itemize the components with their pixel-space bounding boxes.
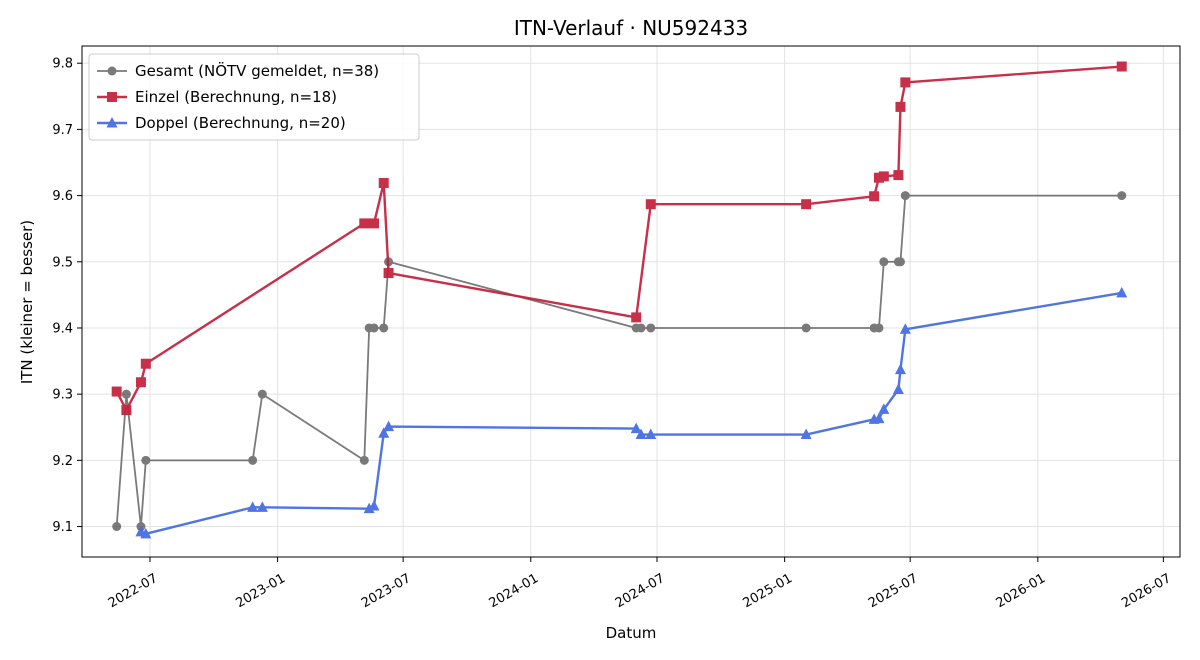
x-tick-label: 2023-07: [359, 571, 414, 611]
legend-entry-doppel: [97, 117, 127, 128]
data-point-doppel: [645, 428, 657, 440]
data-point-einzel: [140, 358, 151, 369]
data-point-gesamt: [121, 389, 131, 399]
data-point-gesamt: [1117, 191, 1127, 201]
data-point-gesamt: [112, 522, 122, 532]
data-point-doppel: [635, 428, 647, 440]
x-tick-label: 2024-01: [487, 571, 542, 611]
data-point-doppel: [899, 323, 911, 334]
data-point-doppel: [368, 500, 380, 511]
data-point-doppel: [873, 412, 885, 424]
data-point-gesamt: [141, 455, 151, 465]
x-tick-label: 2022-07: [106, 571, 161, 611]
data-point-einzel: [631, 312, 642, 323]
data-point-doppel: [378, 427, 390, 438]
legend-marker: [107, 66, 117, 76]
data-point-doppel: [894, 363, 906, 375]
data-point-doppel: [383, 420, 395, 432]
legend-marker: [107, 92, 117, 102]
x-tick-label: 2025-07: [866, 571, 921, 611]
legend-label: Gesamt (NÖTV gemeldet, n=38): [135, 61, 379, 80]
x-tick-label: 2024-07: [613, 571, 668, 611]
data-point-gesamt: [900, 191, 910, 201]
data-point-einzel: [878, 171, 889, 182]
y-tick-label: 9.1: [52, 520, 73, 535]
data-point-doppel: [363, 502, 375, 514]
data-point-gesamt: [895, 257, 905, 267]
data-point-doppel: [630, 422, 642, 434]
legend-entry-einzel: [97, 92, 127, 102]
series-gesamt: [112, 191, 1127, 532]
x-axis-label: Datum: [606, 624, 657, 642]
data-point-einzel: [121, 405, 132, 416]
data-point-doppel: [800, 428, 812, 440]
y-axis-label: ITN (kleiner = besser): [18, 220, 36, 384]
y-tick-label: 9.7: [52, 123, 73, 138]
data-point-gesamt: [636, 323, 646, 333]
data-point-doppel: [892, 383, 904, 395]
series-layer: [111, 61, 1128, 539]
data-point-einzel: [383, 268, 394, 279]
data-point-doppel: [256, 501, 268, 512]
legend-marker: [106, 117, 118, 128]
series-line-gesamt: [115, 194, 1122, 528]
data-point-einzel: [135, 377, 146, 388]
data-point-einzel: [378, 178, 389, 189]
y-tick-label: 9.6: [52, 189, 73, 204]
y-tick-label: 9.4: [52, 321, 73, 336]
legend-label: Doppel (Berechnung, n=20): [135, 114, 346, 132]
series-doppel: [135, 286, 1128, 539]
data-point-doppel: [247, 501, 259, 512]
data-point-einzel: [645, 199, 656, 210]
data-point-einzel: [1116, 61, 1127, 72]
data-point-gesamt: [248, 455, 258, 465]
data-point-einzel: [111, 386, 122, 397]
chart-title: ITN-Verlauf · NU592433: [514, 16, 748, 40]
plot-frame: [81, 45, 1181, 558]
data-point-doppel: [1116, 286, 1128, 298]
data-point-gesamt: [359, 455, 369, 465]
data-point-einzel: [359, 218, 370, 229]
series-line-doppel: [140, 291, 1122, 536]
data-point-gesamt: [801, 323, 811, 333]
data-point-gesamt: [874, 323, 884, 333]
x-tick-label: 2026-07: [1119, 571, 1174, 611]
data-point-einzel: [900, 77, 911, 88]
y-tick-label: 9.2: [52, 454, 73, 469]
x-tick-label: 2025-01: [740, 571, 795, 611]
data-point-gesamt: [379, 323, 389, 333]
data-point-einzel: [895, 101, 906, 112]
data-point-gesamt: [879, 257, 889, 267]
data-point-einzel: [893, 170, 904, 181]
series-einzel: [111, 61, 1127, 416]
data-point-einzel: [801, 199, 812, 210]
data-point-einzel: [869, 191, 880, 202]
legend-entry-gesamt: [97, 66, 127, 76]
legend-box: [88, 53, 420, 141]
data-point-einzel: [369, 218, 380, 229]
data-point-gesamt: [646, 323, 656, 333]
data-point-doppel: [878, 403, 890, 414]
data-point-doppel: [140, 527, 152, 539]
x-tick-label: 2023-01: [233, 571, 288, 611]
y-tick-label: 9.8: [52, 57, 73, 72]
y-tick-label: 9.5: [52, 255, 73, 270]
legend: Gesamt (NÖTV gemeldet, n=38) Einzel (Bere…: [88, 53, 420, 141]
x-tick-label: 2026-01: [994, 571, 1049, 611]
data-point-gesamt: [257, 389, 267, 399]
data-point-gesamt: [369, 323, 379, 333]
y-tick-label: 9.3: [52, 388, 73, 403]
legend-label: Einzel (Berechnung, n=18): [135, 88, 337, 106]
